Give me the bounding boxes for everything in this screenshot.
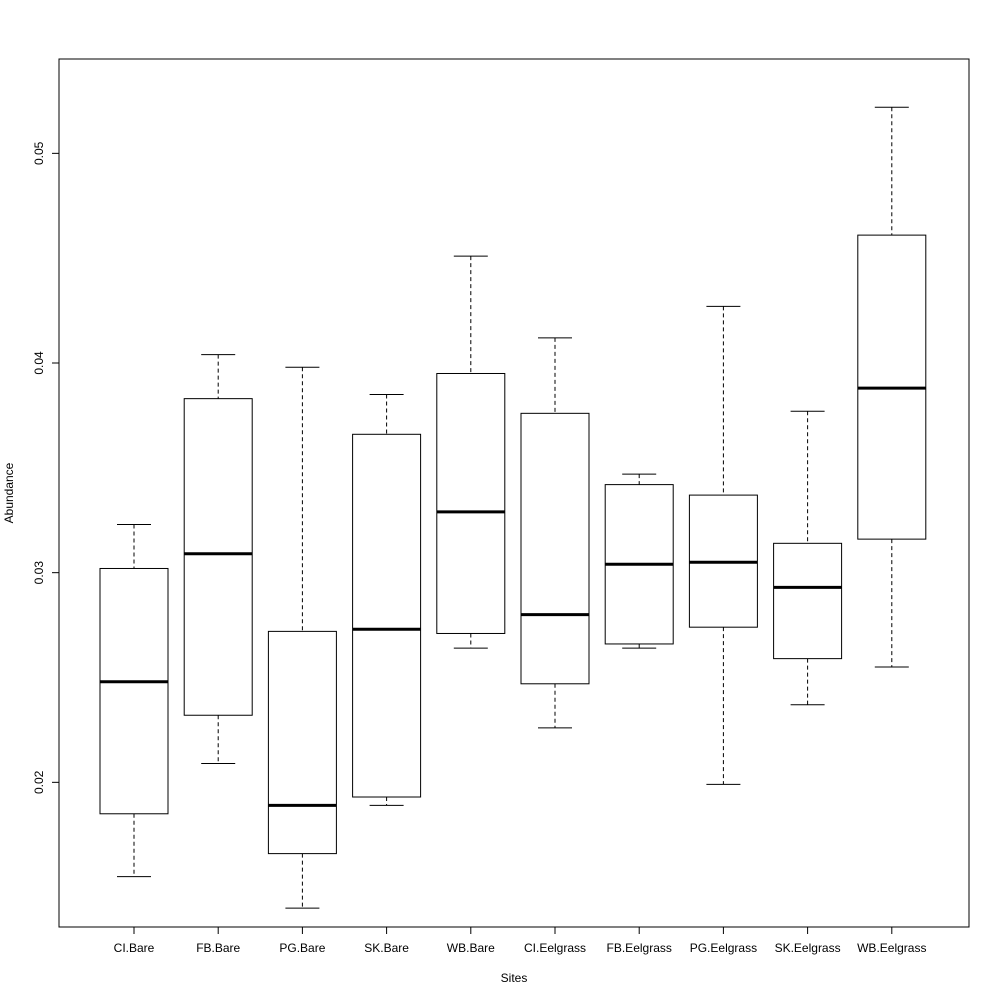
y-tick-label: 0.03 xyxy=(32,561,46,585)
y-axis: 0.02 0.03 0.04 0.05 xyxy=(32,141,59,794)
x-tick-label: CI.Bare xyxy=(114,941,155,955)
box-CI.Bare xyxy=(99,523,169,878)
y-tick-label: 0.04 xyxy=(32,351,46,375)
x-tick-label: WB.Eelgrass xyxy=(857,941,926,955)
x-tick-label: WB.Bare xyxy=(447,941,495,955)
box-PG.Bare xyxy=(267,366,337,909)
iqr-box xyxy=(183,398,253,716)
x-tick-label: PG.Eelgrass xyxy=(690,941,757,955)
x-tick-label: SK.Bare xyxy=(364,941,409,955)
x-axis: CI.Bare FB.Bare PG.Bare SK.Bare WB.Bare CI.Ee… xyxy=(114,927,926,955)
box-FB.Bare xyxy=(183,354,253,764)
iqr-box xyxy=(436,372,506,634)
box-PG.Eelgrass xyxy=(688,305,758,785)
y-tick-label: 0.02 xyxy=(32,770,46,794)
box-CI.Eelgrass xyxy=(520,337,590,729)
x-tick-label: PG.Bare xyxy=(279,941,325,955)
box-FB.Eelgrass xyxy=(604,473,674,649)
y-axis-label: Abundance xyxy=(2,462,16,523)
iqr-box xyxy=(520,412,590,685)
x-tick-label: CI.Eelgrass xyxy=(524,941,586,955)
box-SK.Eelgrass xyxy=(773,410,843,706)
y-tick-label: 0.05 xyxy=(32,141,46,165)
boxes-layer xyxy=(99,106,927,909)
box-WB.Eelgrass xyxy=(857,106,927,668)
box-SK.Bare xyxy=(352,393,422,806)
x-tick-label: SK.Eelgrass xyxy=(775,941,841,955)
iqr-box xyxy=(352,433,422,798)
iqr-box xyxy=(99,567,169,815)
box-WB.Bare xyxy=(436,255,506,649)
x-tick-label: FB.Eelgrass xyxy=(607,941,672,955)
iqr-box xyxy=(267,630,337,855)
plot-frame xyxy=(58,58,970,928)
x-tick-label: FB.Bare xyxy=(196,941,240,955)
iqr-box xyxy=(773,542,843,660)
x-axis-label: Sites xyxy=(501,971,528,985)
